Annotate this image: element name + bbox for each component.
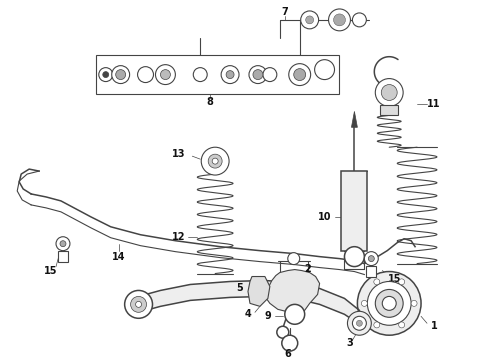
Circle shape — [131, 296, 147, 312]
Circle shape — [60, 241, 66, 247]
Circle shape — [112, 66, 130, 84]
Circle shape — [352, 13, 367, 27]
Circle shape — [226, 71, 234, 78]
Text: 12: 12 — [172, 232, 185, 242]
Circle shape — [315, 60, 335, 80]
Bar — [380, 105, 398, 116]
Text: 14: 14 — [112, 252, 125, 262]
Text: 2: 2 — [304, 264, 311, 274]
Circle shape — [289, 64, 311, 86]
Bar — [96, 55, 340, 94]
Circle shape — [249, 66, 267, 84]
Text: 13: 13 — [172, 149, 185, 159]
Circle shape — [374, 322, 380, 328]
Bar — [342, 171, 368, 251]
Text: 4: 4 — [245, 309, 251, 319]
Circle shape — [116, 69, 125, 80]
Circle shape — [365, 252, 378, 266]
Circle shape — [253, 69, 263, 80]
Circle shape — [212, 158, 218, 164]
Polygon shape — [248, 276, 270, 306]
Text: 11: 11 — [427, 99, 441, 109]
Circle shape — [294, 69, 306, 81]
Circle shape — [56, 237, 70, 251]
Text: 6: 6 — [284, 349, 291, 359]
Circle shape — [208, 154, 222, 168]
Circle shape — [301, 11, 318, 29]
Circle shape — [368, 256, 374, 262]
Circle shape — [329, 9, 350, 31]
Polygon shape — [351, 111, 357, 127]
Text: 7: 7 — [281, 7, 288, 17]
Circle shape — [375, 78, 403, 107]
Text: 8: 8 — [207, 98, 214, 107]
Circle shape — [344, 247, 365, 266]
Circle shape — [357, 271, 421, 335]
Text: 5: 5 — [237, 283, 244, 293]
Circle shape — [103, 72, 109, 78]
Circle shape — [375, 289, 403, 317]
Circle shape — [352, 316, 367, 330]
Text: 3: 3 — [346, 338, 353, 348]
Circle shape — [374, 279, 380, 285]
Polygon shape — [58, 251, 68, 262]
Circle shape — [368, 282, 411, 325]
Circle shape — [99, 68, 113, 82]
Circle shape — [399, 279, 405, 285]
Circle shape — [347, 311, 371, 335]
Circle shape — [263, 68, 277, 82]
Text: 10: 10 — [318, 212, 331, 222]
Circle shape — [411, 300, 417, 306]
Circle shape — [334, 14, 345, 26]
Polygon shape — [367, 266, 376, 276]
Circle shape — [362, 300, 368, 306]
Circle shape — [356, 320, 363, 326]
Circle shape — [138, 67, 153, 82]
Circle shape — [221, 66, 239, 84]
Circle shape — [306, 16, 314, 24]
Circle shape — [160, 69, 171, 80]
Circle shape — [382, 296, 396, 310]
Text: 15: 15 — [388, 274, 401, 284]
Circle shape — [282, 335, 298, 351]
Circle shape — [399, 322, 405, 328]
Circle shape — [285, 304, 305, 324]
Text: 1: 1 — [431, 321, 438, 331]
Circle shape — [155, 65, 175, 85]
Circle shape — [381, 85, 397, 100]
Circle shape — [124, 291, 152, 318]
Circle shape — [201, 147, 229, 175]
Text: 15: 15 — [44, 266, 58, 275]
Polygon shape — [139, 280, 359, 324]
Circle shape — [136, 301, 142, 307]
Circle shape — [277, 326, 289, 338]
Polygon shape — [263, 270, 319, 313]
Circle shape — [288, 253, 300, 265]
Text: 9: 9 — [265, 311, 271, 321]
Circle shape — [193, 68, 207, 82]
